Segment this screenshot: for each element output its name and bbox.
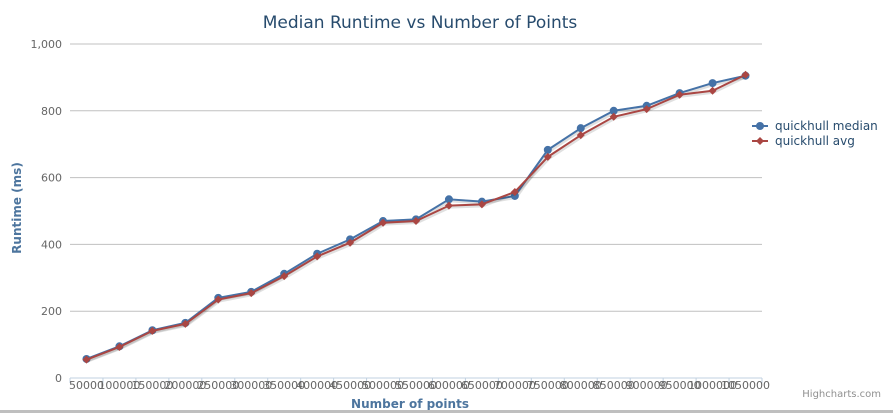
series-layer: [82, 70, 750, 364]
x-tick-label: 550000: [395, 379, 437, 392]
legend-diamond-icon: [756, 137, 764, 145]
data-point[interactable]: [741, 70, 750, 79]
x-tick-label: 450000: [329, 379, 371, 392]
data-point[interactable]: [346, 238, 355, 247]
legend-item[interactable]: quickhull avg: [752, 134, 855, 148]
data-point[interactable]: [181, 319, 190, 328]
credits-link[interactable]: Highcharts.com: [802, 389, 881, 400]
data-point[interactable]: [708, 79, 717, 88]
x-tick-label: 500000: [362, 379, 404, 392]
x-tick-label: 850000: [593, 379, 635, 392]
data-point[interactable]: [477, 200, 486, 209]
y-tick-label: 1,000: [31, 38, 63, 51]
data-point[interactable]: [444, 201, 453, 210]
data-point[interactable]: [609, 106, 618, 115]
data-point[interactable]: [543, 145, 552, 154]
data-point[interactable]: [609, 112, 618, 121]
data-point[interactable]: [576, 124, 585, 133]
legend-label: quickhull avg: [775, 134, 855, 148]
x-tick-label: 250000: [197, 379, 239, 392]
legend-label: quickhull median: [775, 119, 878, 133]
x-tick-label: 950000: [659, 379, 701, 392]
y-axis-title: Runtime (ms): [10, 162, 24, 254]
x-tick-label: 350000: [263, 379, 305, 392]
chart-title: Median Runtime vs Number of Points: [263, 13, 578, 33]
y-tick-label: 400: [41, 238, 62, 251]
y-axis: 0 200 400 600 800 1,000: [31, 38, 63, 385]
x-tick-label: 1050000: [721, 379, 770, 392]
x-tick-label: 100000: [98, 379, 140, 392]
x-tick-label: 400000: [296, 379, 338, 392]
legend-circle-icon: [756, 122, 764, 130]
data-point[interactable]: [115, 342, 124, 351]
x-tick-label: 750000: [527, 379, 569, 392]
y-tick-label: 0: [55, 372, 62, 385]
data-point[interactable]: [543, 152, 552, 161]
x-tick-label: 50000: [69, 379, 104, 392]
x-axis: 5000010000015000020000025000030000035000…: [69, 377, 770, 392]
x-axis-title: Number of points: [351, 397, 469, 411]
data-point[interactable]: [247, 289, 256, 298]
series-quickhull-avg: [82, 70, 750, 364]
data-point[interactable]: [412, 217, 420, 226]
x-tick-label: 150000: [131, 379, 173, 392]
x-tick-label: 600000: [428, 379, 470, 392]
x-tick-label: 800000: [560, 379, 602, 392]
data-point[interactable]: [379, 218, 388, 227]
data-point[interactable]: [214, 295, 223, 304]
y-tick-label: 200: [41, 305, 62, 318]
bottom-divider: [0, 410, 893, 413]
data-point[interactable]: [444, 195, 453, 204]
x-tick-label: 900000: [626, 379, 668, 392]
data-point[interactable]: [642, 105, 651, 114]
y-tick-label: 800: [41, 105, 62, 118]
x-tick-label: 650000: [461, 379, 503, 392]
data-point[interactable]: [510, 191, 519, 200]
data-point[interactable]: [82, 355, 91, 364]
data-point[interactable]: [148, 326, 157, 335]
data-point[interactable]: [280, 272, 289, 281]
data-point[interactable]: [675, 90, 684, 99]
data-point[interactable]: [576, 131, 585, 140]
data-point[interactable]: [313, 252, 322, 261]
y-tick-label: 600: [41, 172, 62, 185]
legend-item[interactable]: quickhull median: [752, 119, 878, 133]
x-tick-label: 200000: [164, 379, 206, 392]
x-tick-label: 300000: [230, 379, 272, 392]
x-tick-label: 1000000: [688, 379, 737, 392]
x-tick-label: 700000: [494, 379, 536, 392]
data-point[interactable]: [708, 86, 717, 95]
data-point[interactable]: [510, 187, 519, 196]
